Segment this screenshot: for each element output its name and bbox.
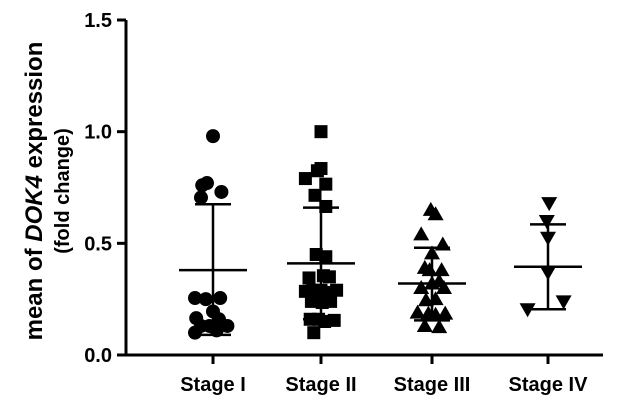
square-marker [298, 172, 312, 186]
circle-marker [198, 292, 213, 307]
square-marker [322, 270, 336, 284]
square-marker [324, 294, 338, 308]
y-axis-title: mean of DOK4 expression (fold change) [21, 42, 74, 341]
square-marker [319, 250, 333, 264]
x-tick-label: Stage II [285, 374, 356, 396]
triangle-down-marker [555, 295, 572, 310]
axes: 0.0 0.5 1.0 1.5 Stage I Stage II Stage III Stag… [84, 10, 603, 396]
triangle-up-marker [409, 304, 426, 319]
y-axis-title-suffix: expression [21, 42, 48, 175]
circle-marker [214, 184, 229, 199]
triangle-up-marker [413, 226, 430, 241]
triangle-down-marker [538, 215, 555, 229]
square-marker [310, 164, 324, 178]
circle-marker [194, 190, 208, 205]
square-marker [307, 326, 321, 340]
svg-text:mean of DOK4 expression: mean of DOK4 expression [21, 42, 48, 341]
triangle-down-marker [519, 303, 536, 318]
triangle-up-marker [416, 317, 433, 332]
y-tick-label: 0.5 [84, 233, 112, 255]
square-marker [304, 294, 318, 308]
square-marker [302, 271, 316, 285]
y-tick-label: 1.0 [84, 122, 112, 144]
y-axis-title-gene: DOK4 [21, 175, 48, 242]
circle-marker [188, 325, 202, 340]
triangle-down-marker [541, 197, 558, 212]
data-marks [179, 125, 582, 340]
triangle-up-marker [421, 262, 438, 277]
triangle-up-marker [436, 280, 452, 294]
square-marker [319, 177, 333, 191]
circle-marker [220, 318, 235, 333]
square-marker [314, 125, 328, 139]
circle-marker [213, 291, 228, 306]
x-tick-label: Stage I [180, 374, 246, 396]
triangle-up-marker [431, 319, 448, 334]
x-tick-label: Stage IV [509, 374, 589, 396]
triangle-up-marker [413, 280, 430, 294]
square-marker [308, 188, 322, 202]
circle-marker [206, 129, 220, 144]
circle-marker [195, 178, 210, 193]
y-tick-label: 0.0 [84, 345, 112, 367]
triangle-up-marker [433, 262, 450, 277]
circle-marker [188, 291, 202, 306]
triangle-up-marker [437, 305, 454, 320]
y-axis-title-prefix: mean of [21, 242, 48, 341]
square-marker [330, 283, 344, 297]
triangle-up-marker [427, 206, 444, 221]
y-axis-title-line2: (fold change) [52, 128, 74, 254]
x-tick-label: Stage III [394, 374, 471, 396]
y-tick-label: 1.5 [84, 10, 112, 32]
